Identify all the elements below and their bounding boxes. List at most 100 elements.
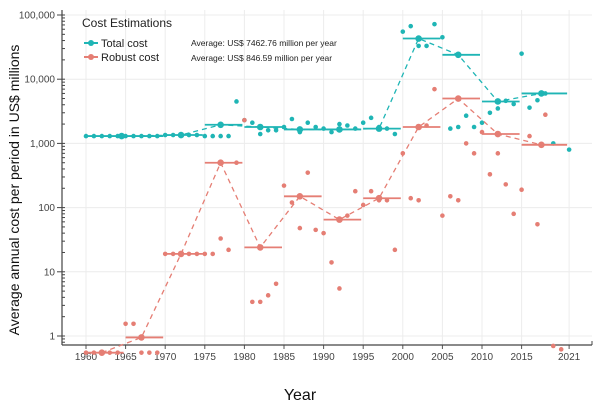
total-data-point <box>384 126 390 131</box>
x-tick-label: 2000 <box>392 352 415 363</box>
robust-data-point <box>162 251 168 257</box>
x-tick-label: 2015 <box>510 352 533 363</box>
legend-total-marker <box>88 40 94 46</box>
robust-data-point <box>99 350 105 355</box>
robust-data-point <box>448 193 453 199</box>
robust-data-point <box>250 299 255 305</box>
total-data-point <box>321 126 326 131</box>
robust-data-point <box>535 221 540 227</box>
y-tick-label: 10,000 <box>24 75 55 86</box>
robust-data-point <box>115 350 120 355</box>
total-period-mean <box>118 132 125 140</box>
robust-data-point <box>202 251 208 257</box>
total-data-point <box>566 147 572 152</box>
legend-total-label: Total cost <box>101 38 147 50</box>
total-data-point <box>115 133 120 139</box>
x-tick-label: 1995 <box>352 352 375 363</box>
total-period-mean <box>217 121 224 129</box>
total-data-point <box>107 133 113 139</box>
total-period-mean <box>538 90 545 97</box>
robust-data-point <box>376 197 382 203</box>
robust-trend-line <box>101 97 542 354</box>
robust-period-mean <box>296 192 304 200</box>
robust-data-point <box>360 202 366 208</box>
total-data-point <box>313 124 318 130</box>
total-data-point <box>289 116 295 122</box>
total-data-point <box>210 133 216 139</box>
robust-data-point <box>83 350 89 355</box>
total-data-point <box>527 105 532 110</box>
robust-data-point <box>273 281 279 287</box>
total-data-point <box>250 120 255 126</box>
total-data-point <box>360 120 366 126</box>
total-data-point <box>376 124 382 130</box>
robust-data-point <box>170 251 176 257</box>
total-data-point <box>131 133 136 139</box>
total-data-point <box>234 99 239 104</box>
robust-data-point <box>329 260 334 265</box>
total-data-point <box>83 133 89 139</box>
legend-robust-label: Robust cost <box>101 52 159 64</box>
robust-period-mean <box>256 244 264 251</box>
total-data-point <box>495 106 501 111</box>
total-data-point <box>202 133 208 139</box>
robust-data-point <box>487 172 493 177</box>
robust-data-point <box>154 350 160 355</box>
robust-data-point <box>234 160 239 166</box>
total-data-point <box>519 51 524 56</box>
axes: 1960 1965 1970 1975 1980 1985 1990 1995 2000 2005… <box>19 10 593 363</box>
total-data-point <box>162 132 168 138</box>
robust-period-mean <box>336 216 343 223</box>
legend-robust-marker <box>88 54 94 60</box>
robust-data-point <box>527 133 532 139</box>
robust-data-point <box>194 251 200 257</box>
robust-data-point <box>392 247 398 253</box>
robust-data-point <box>123 321 128 327</box>
y-tick-label: 1 <box>49 332 55 343</box>
total-data-point <box>257 131 263 137</box>
total-period-mean <box>336 126 343 133</box>
robust-data-point <box>511 211 516 217</box>
total-data-point <box>226 133 231 139</box>
robust-period-mean <box>415 123 422 131</box>
robust-data-point <box>424 123 429 128</box>
robust-data-point <box>352 188 358 194</box>
x-tick-label: 1965 <box>114 352 137 363</box>
robust-data-point <box>345 213 350 218</box>
total-data-point <box>432 21 437 27</box>
total-period-mean <box>415 35 422 42</box>
robust-data-point <box>440 213 445 218</box>
y-tick-label: 100 <box>38 203 55 214</box>
robust-data-point <box>107 350 113 355</box>
robust-data-point <box>408 195 414 201</box>
total-data-point <box>186 132 192 138</box>
robust-data-point <box>558 347 564 352</box>
total-data-point <box>511 101 516 107</box>
robust-period-mean <box>454 95 462 102</box>
x-tick-label: 1990 <box>312 352 335 363</box>
total-data-point <box>91 133 97 139</box>
total-data-point <box>281 124 287 130</box>
robust-data-point <box>543 112 548 117</box>
robust-data-point <box>139 350 144 355</box>
robust-period-mean <box>538 141 545 149</box>
total-data-point <box>178 132 184 138</box>
total-data-point <box>218 133 223 139</box>
x-tick-label: 2010 <box>471 352 494 363</box>
gridlines <box>62 10 592 345</box>
annotation-robust-average: Average: US$ 846.59 million per year <box>191 53 332 63</box>
total-data-point <box>147 133 152 139</box>
chart-marks <box>83 21 572 356</box>
total-data-point <box>471 124 477 130</box>
total-data-point <box>99 133 105 139</box>
total-period-mean <box>256 123 264 131</box>
robust-data-point <box>186 251 192 257</box>
robust-data-point <box>455 197 461 203</box>
total-data-point <box>123 133 128 139</box>
total-data-point <box>440 34 445 40</box>
robust-data-point <box>416 197 421 203</box>
total-data-point <box>329 129 334 135</box>
total-data-point <box>297 129 303 135</box>
total-data-point <box>194 132 200 138</box>
robust-data-point <box>550 343 556 349</box>
